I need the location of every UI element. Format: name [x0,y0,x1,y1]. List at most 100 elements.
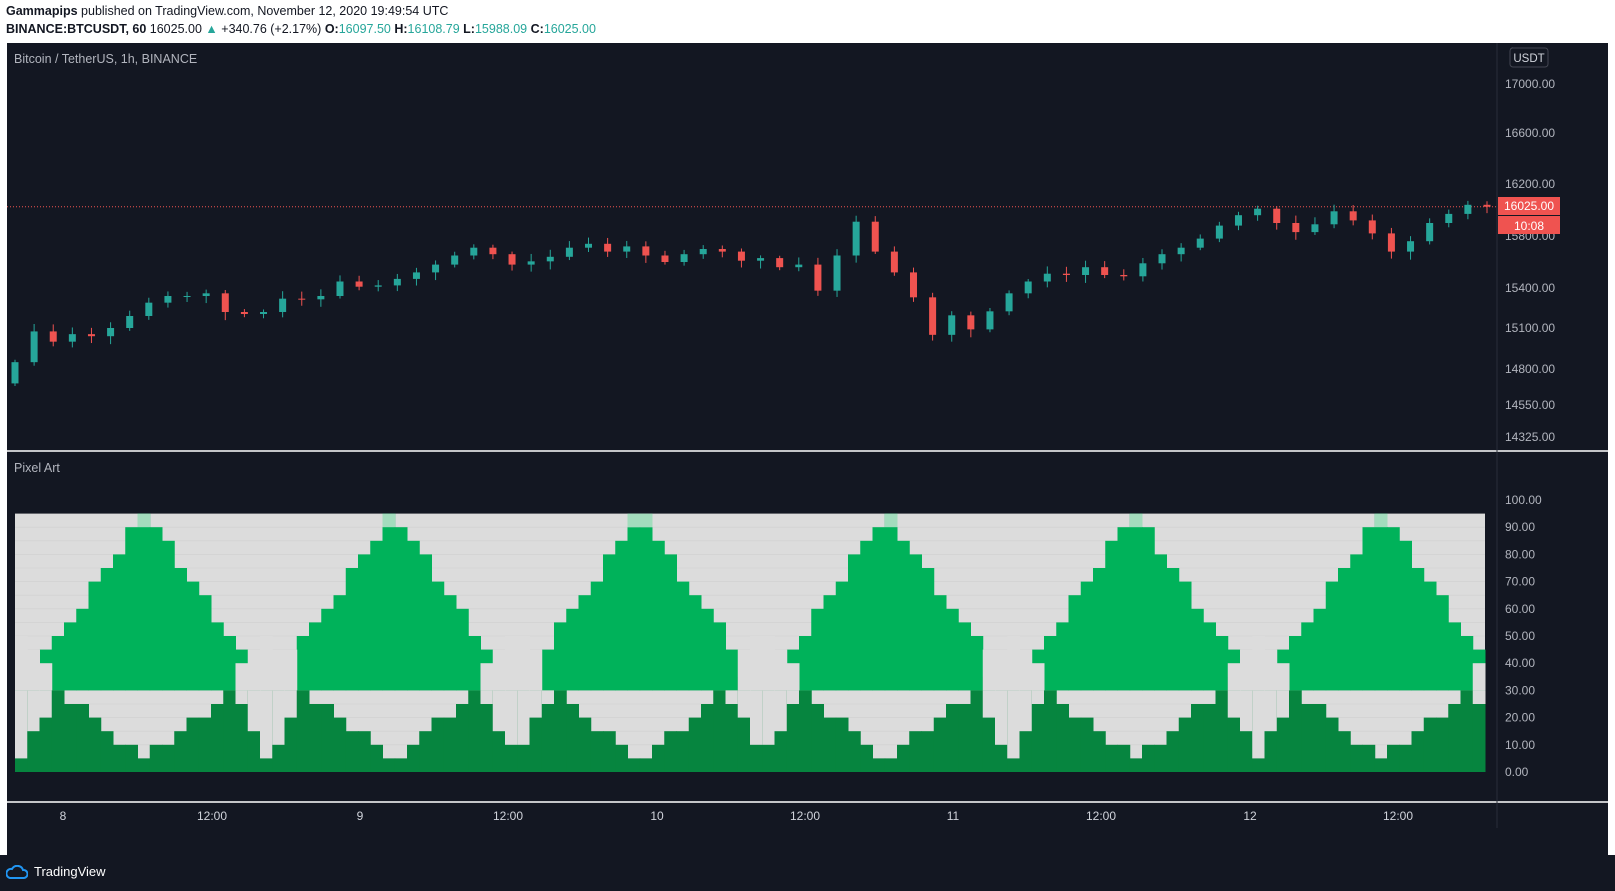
pixel-light-cell [456,608,469,691]
candle-body [1426,223,1434,242]
candle-body [929,297,937,335]
pixel-dark-cell [786,690,800,772]
pixel-v-cell [235,663,249,691]
osc-tick-label: 20.00 [1505,711,1535,725]
candle-body [1024,281,1032,294]
pixel-fade-cell [1374,513,1388,528]
pixel-dark-cell [909,731,922,772]
pixel-light-cell [799,636,812,691]
pixel-light-cell [1203,622,1216,691]
chart-container[interactable]: 17000.00 16600.00 16200.00 15800.00 15400.00… [7,43,1608,855]
price-tick-label: 14550.00 [1505,398,1555,412]
pixel-dark-cell [1374,758,1388,772]
candle-body [489,247,497,255]
close-label: C: [530,22,544,36]
osc-tick-label: 50.00 [1505,629,1535,643]
pixel-notch-cell [725,690,739,704]
pixel-light-cell [946,636,959,664]
pixel-v-cell [492,649,506,691]
candle-body [1234,215,1242,226]
candle-body [298,298,306,300]
pixel-notch-cell [995,690,1008,745]
candle-body [1330,211,1338,225]
candle-body [527,261,535,265]
publish-line: Gammapips published on TradingView.com, … [6,4,448,18]
candle-body [546,256,554,262]
pixel-dark-cell [345,731,359,772]
candle-body [412,272,420,279]
pixel-dark-cell [1215,690,1229,772]
candle-body [737,251,745,261]
pixel-dark-cell [1142,744,1155,772]
pixel-light-cell [933,636,947,664]
candle-body [107,328,115,337]
pixel-v-cell [786,663,800,691]
pixel-dark-cell [407,744,420,772]
pixel-light-cell [958,622,971,691]
pixel-dark-cell [603,731,616,772]
published-text: published on TradingView.com, November 1… [81,4,449,18]
price-tick-label: 14800.00 [1505,362,1555,376]
candle-body [661,255,669,262]
pixel-v-cell [762,636,775,691]
osc-tick-label: 30.00 [1505,683,1535,697]
pixel-notch-cell [1031,690,1045,704]
pixel-v-cell [995,649,1008,691]
candle-body [948,315,956,335]
pixel-v-cell [982,649,996,691]
candle-body [1445,213,1453,223]
candle-body [1062,273,1070,275]
pixel-dark-cell [701,704,714,772]
pixel-notch-cell [786,690,800,704]
pixel-light-cell [1338,568,1351,691]
pixel-light-cell [1105,540,1118,691]
pixel-v-cell [1227,663,1241,691]
pixel-dark-cell [1044,690,1057,772]
pixel-dark-cell [652,744,665,772]
candle-body [718,249,726,252]
tradingview-logo[interactable]: TradingView [6,864,106,879]
pixel-v-cell [1019,649,1033,691]
candle-body [1177,247,1185,255]
price-tick-label: 17000.00 [1505,77,1555,91]
pixel-art-pane: 100.00 90.00 80.00 70.00 60.00 50.00 40.00 30.0… [15,493,1542,779]
pixel-dark-cell [933,717,947,772]
pixel-light-cell [1178,636,1192,664]
pixel-dark-cell [456,704,469,772]
pixel-light-cell [1399,540,1412,691]
pixel-light-cell [64,622,77,691]
pixel-light-cell [1387,527,1400,691]
candle-body [1043,273,1051,282]
pixel-v-cell [737,649,751,691]
pixel-dark-cell [688,717,702,772]
publisher-name[interactable]: Gammapips [6,4,78,18]
candle-body [393,278,401,286]
pixel-light-cell [615,540,628,691]
pixel-v-cell [284,649,298,691]
pixel-dark-cell [1460,690,1474,772]
time-tick-label: 8 [60,809,67,823]
pixel-light-cell [88,636,102,664]
pixel-light-cell [897,540,910,691]
last-price-tag [1498,197,1560,215]
pixel-dark-cell [1080,717,1094,772]
pixel-light-cell [76,636,89,664]
change-arrow-icon: ▲ [205,22,218,36]
pixel-light-cell [1374,513,1388,691]
pixel-v-cell [750,636,763,691]
candle-body [699,249,707,255]
candle-body [202,293,210,296]
pixel-notch-cell [1240,690,1253,732]
candle-body [1387,233,1395,252]
candle-body [68,334,76,342]
price-tick-label: 15100.00 [1505,321,1555,335]
candle-body [814,264,822,291]
pixel-light-cell [1350,554,1363,691]
chart-svg[interactable]: 17000.0016600.0016200.0015800.0015400.00… [7,43,1608,855]
currency-badge[interactable] [1509,47,1549,68]
candle-body [642,246,650,256]
candle-body [1311,224,1319,233]
brand-label: TradingView [34,864,106,879]
ohlc-line: BINANCE:BTCUSDT, 60 16025.00 ▲ +340.76 (… [6,22,596,36]
pixel-dark-cell [1423,717,1437,772]
